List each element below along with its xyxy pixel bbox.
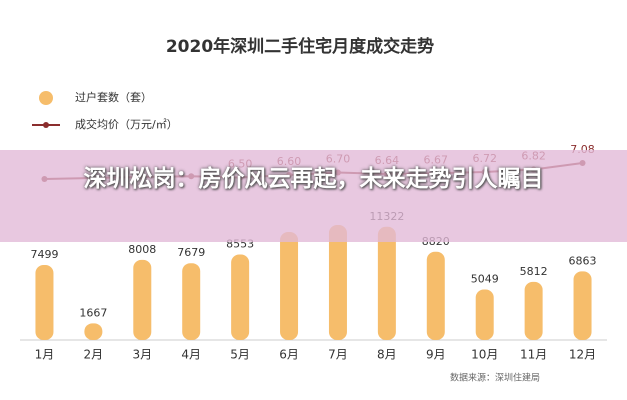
bar — [328, 225, 347, 340]
bar — [84, 323, 103, 340]
value-label: 8008 — [128, 243, 156, 256]
bar — [573, 271, 592, 340]
x-tick-label: 3月 — [132, 348, 152, 362]
x-tick-label: 10月 — [471, 348, 498, 362]
bar — [475, 289, 494, 340]
bar — [524, 281, 543, 340]
bar — [133, 259, 152, 340]
x-tick-label: 1月 — [35, 348, 55, 362]
bar — [231, 254, 250, 340]
x-tick-label: 4月 — [181, 348, 201, 362]
x-tick-label: 9月 — [426, 348, 446, 362]
value-label: 5049 — [471, 273, 499, 286]
value-label: 7679 — [177, 246, 205, 259]
bar — [426, 251, 445, 340]
value-label: 7499 — [30, 248, 58, 261]
legend-swatch — [43, 122, 49, 128]
banner — [0, 150, 627, 242]
x-tick-label: 7月 — [328, 348, 348, 362]
x-tick-label: 12月 — [569, 348, 596, 362]
x-tick-label: 6月 — [279, 348, 299, 362]
x-tick-label: 11月 — [520, 348, 547, 362]
value-label: 6863 — [569, 254, 597, 267]
value-label: 1667 — [79, 306, 107, 319]
bar — [280, 232, 299, 340]
legend-label: 成交均价（万元/㎡） — [75, 117, 178, 131]
x-tick-label: 5月 — [230, 348, 250, 362]
bar — [182, 263, 201, 340]
legend-label: 过户套数（套） — [75, 90, 152, 104]
bar — [35, 265, 54, 340]
x-tick-label: 8月 — [377, 348, 397, 362]
banner-title: 深圳松岗：房价风云再起，未来走势引人瞩目 — [83, 166, 544, 192]
value-label: 5812 — [520, 265, 548, 278]
source: 数据来源：深圳住建局 — [450, 372, 540, 384]
legend-swatch — [39, 91, 53, 105]
bar — [377, 226, 396, 340]
x-tick-label: 2月 — [84, 348, 104, 362]
chart-title: 2020年深圳二手住宅月度成交走势 — [166, 36, 434, 57]
